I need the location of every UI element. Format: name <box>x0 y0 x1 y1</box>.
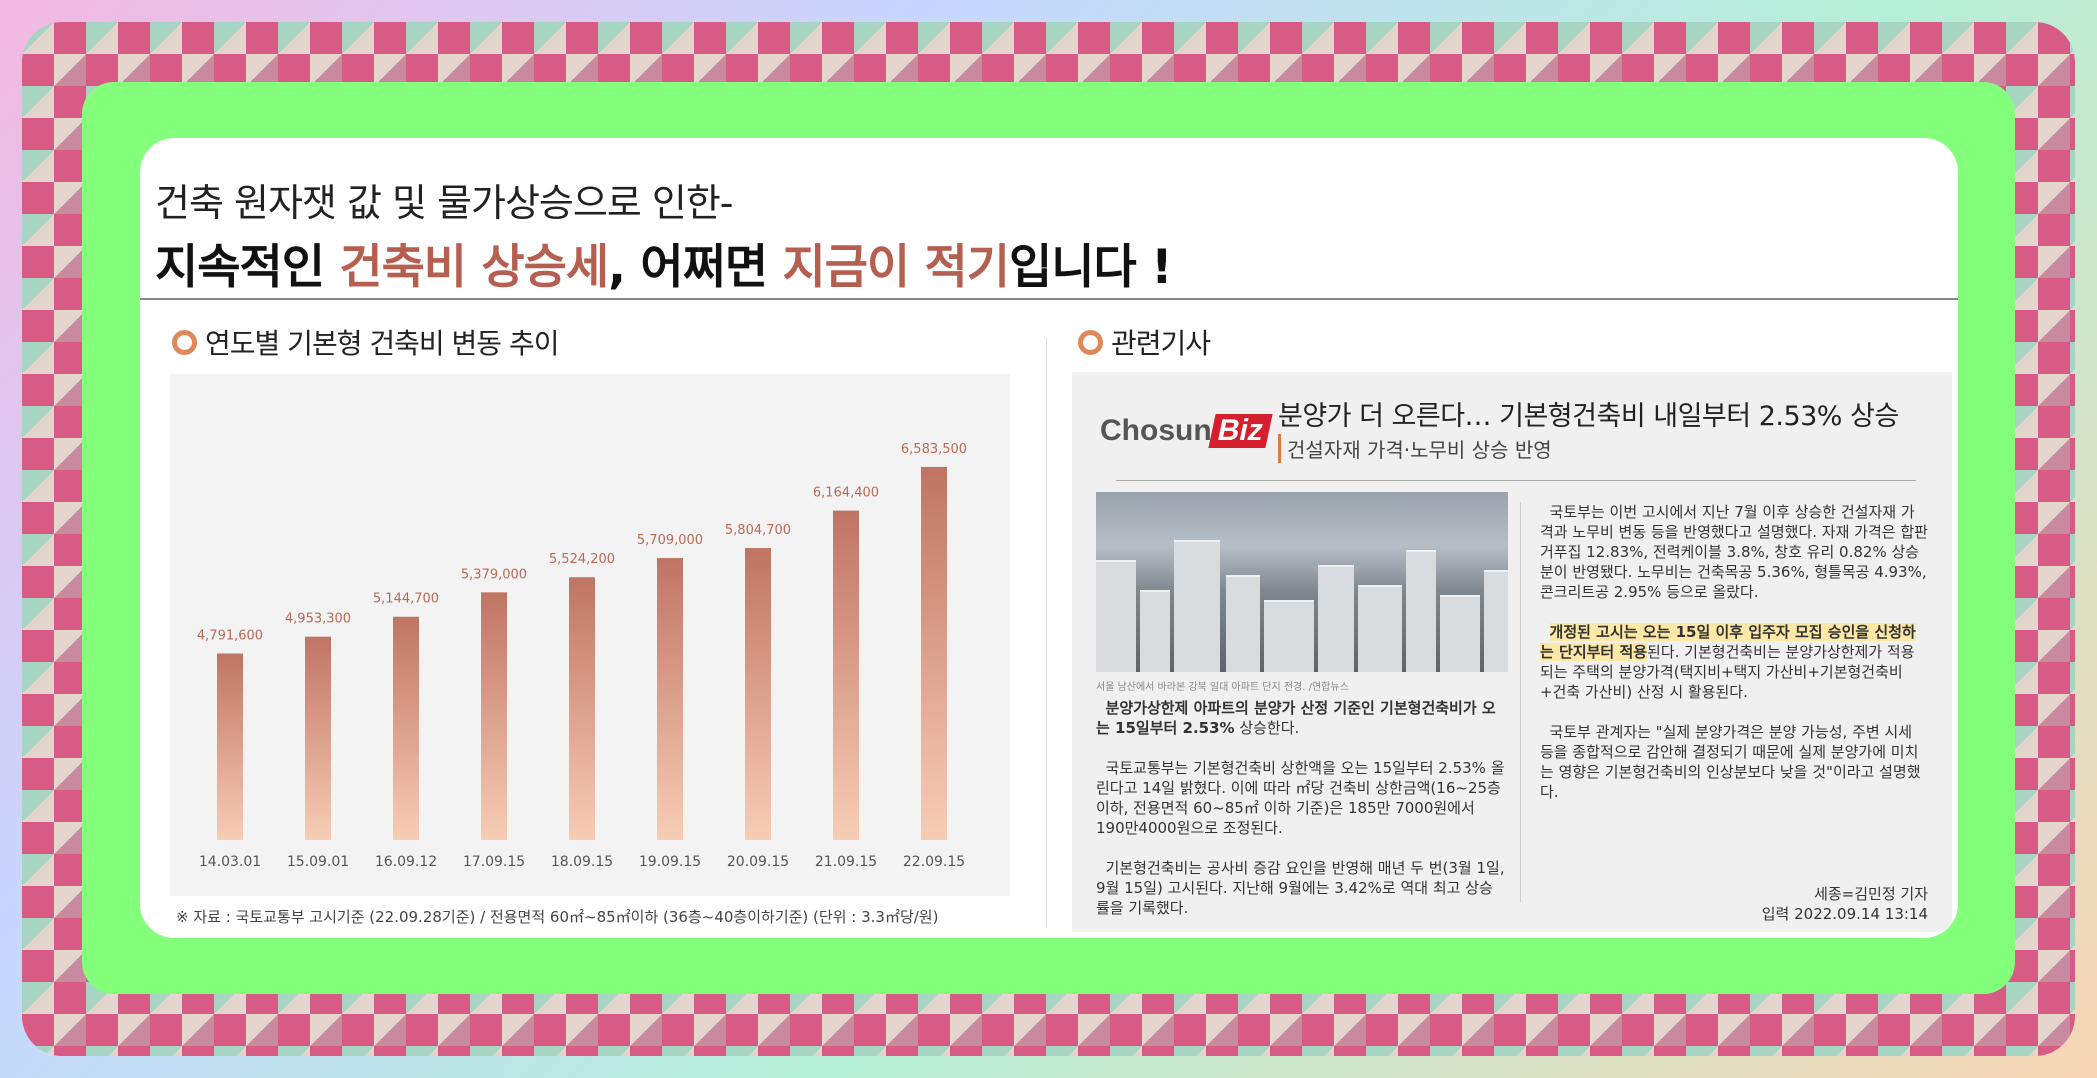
article-date: 입력 2022.09.14 13:14 <box>1761 905 1928 923</box>
bar-21.09.15 <box>833 510 859 840</box>
photo-caption: 서울 남산에서 바라본 강북 일대 아파트 단지 전경. /연합뉴스 <box>1096 682 1349 693</box>
chart-svg: 4,791,600 14.03.01 4,953,300 15.09.01 5,144,… <box>197 442 967 870</box>
data-label-15.09.01: 4,953,300 <box>285 612 351 627</box>
bullet-icon <box>1078 330 1103 355</box>
bullet-icon <box>172 330 197 355</box>
news-headline: 분양가 더 오른다… 기본형건축비 내일부터 2.53% 상승 <box>1278 401 1899 432</box>
data-label-21.09.15: 6,164,400 <box>813 486 879 501</box>
x-tick-20.09.15: 20.09.15 <box>727 854 789 870</box>
reporter-byline: 세종=김민정 기자 입력 2022.09.14 13:14 <box>1761 885 1928 923</box>
x-tick-17.09.15: 17.09.15 <box>463 854 525 870</box>
x-tick-22.09.15: 22.09.15 <box>903 854 965 870</box>
chosunbiz-logo: ChosunBiz <box>1100 414 1273 448</box>
news-right-column: 국토부는 이번 고시에서 지난 7월 이후 상승한 건설자재 가격과 노무비 변… <box>1540 503 1928 801</box>
news-divider <box>1116 480 1916 481</box>
news-left-column: 분양가상한제 아파트의 분양가 산정 기준인 기본형건축비가 오는 15일부터 … <box>1096 699 1505 917</box>
headline-line1: 건축 원자잿 값 및 물가상승으로 인한- <box>155 181 734 225</box>
header-divider <box>140 298 1958 300</box>
x-tick-14.03.01: 14.03.01 <box>199 854 261 870</box>
data-label-22.09.15: 6,583,500 <box>901 442 967 457</box>
content-card: 건축 원자잿 값 및 물가상승으로 인한- 지속적인 건축비 상승세, 어쩌면 … <box>140 138 1958 938</box>
bar-17.09.15 <box>481 592 507 840</box>
news-subheadline: 건설자재 가격·노무비 상승 반영 <box>1278 434 1552 463</box>
x-tick-19.09.15: 19.09.15 <box>639 854 701 870</box>
footnote: ※ 자료 : 국토교통부 고시기준 (22.09.28기준) / 전용면적 60… <box>176 908 939 926</box>
news-section-title: 관련기사 <box>1078 322 1211 362</box>
news-article: ChosunBiz 분양가 더 오른다… 기본형건축비 내일부터 2.53% 상… <box>1072 372 1952 932</box>
bar-14.03.01 <box>217 653 243 840</box>
x-tick-18.09.15: 18.09.15 <box>551 854 613 870</box>
data-label-17.09.15: 5,379,000 <box>461 567 527 582</box>
x-tick-16.09.12: 16.09.12 <box>375 854 437 870</box>
column-divider <box>1046 338 1047 928</box>
bar-chart: 4,791,600 14.03.01 4,953,300 15.09.01 5,144,… <box>170 374 1010 896</box>
city-photo <box>1096 492 1508 672</box>
bar-20.09.15 <box>745 548 771 840</box>
bar-18.09.15 <box>569 577 595 840</box>
bar-22.09.15 <box>921 466 947 840</box>
headline-accent-2: 지금이 적기 <box>782 240 1010 295</box>
bar-19.09.15 <box>657 557 683 840</box>
data-label-20.09.15: 5,804,700 <box>725 523 791 538</box>
data-label-18.09.15: 5,524,200 <box>549 552 615 567</box>
x-tick-15.09.01: 15.09.01 <box>287 854 349 870</box>
news-column-divider <box>1520 502 1521 902</box>
chart-section-title: 연도별 기본형 건축비 변동 추이 <box>172 322 559 362</box>
data-label-19.09.15: 5,709,000 <box>637 533 703 548</box>
headline-accent-1: 건축비 상승세 <box>339 240 609 295</box>
x-tick-21.09.15: 21.09.15 <box>815 854 877 870</box>
bar-16.09.12 <box>393 616 419 840</box>
data-label-14.03.01: 4,791,600 <box>197 628 263 643</box>
data-label-16.09.12: 5,144,700 <box>373 592 439 607</box>
headline-line2: 지속적인 건축비 상승세, 어쩌면 지금이 적기입니다 ! <box>155 240 1173 295</box>
bar-15.09.01 <box>305 636 331 840</box>
